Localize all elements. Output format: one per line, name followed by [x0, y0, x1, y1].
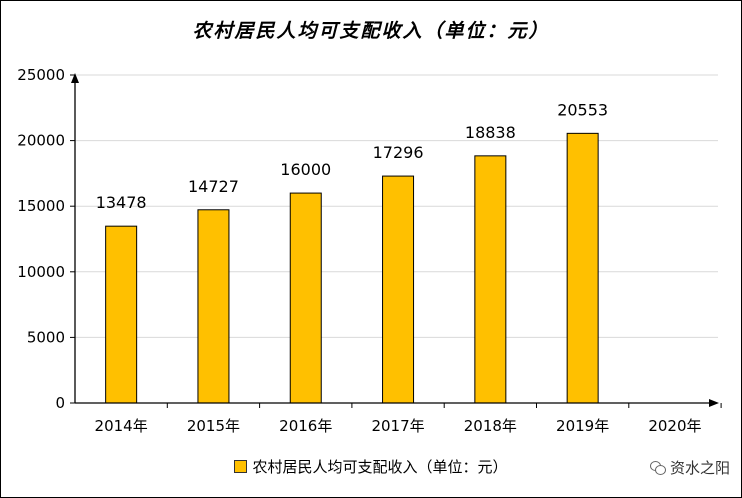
y-tick-label: 15000	[17, 197, 65, 215]
legend-label: 农村居民人均可支配收入（单位：元）	[252, 458, 508, 476]
x-tick-label: 2020年	[648, 417, 701, 435]
data-label: 17296	[373, 143, 424, 162]
data-label: 18838	[465, 123, 516, 142]
watermark-text: 资水之阳	[669, 459, 730, 477]
y-tick-label: 25000	[17, 66, 65, 84]
y-tick-label: 20000	[17, 132, 65, 150]
x-tick-label: 2016年	[279, 417, 332, 435]
x-tick-label: 2014年	[95, 417, 148, 435]
bar	[474, 155, 507, 404]
x-tick-label: 2017年	[371, 417, 424, 435]
data-label: 20553	[557, 100, 608, 119]
bar	[289, 192, 322, 404]
y-tick-label: 0	[55, 394, 65, 412]
x-axis-arrow	[709, 399, 719, 407]
data-label: 13478	[96, 193, 147, 212]
bar	[382, 175, 415, 404]
data-label: 14727	[188, 177, 239, 196]
data-label: 16000	[280, 160, 331, 179]
legend: 农村居民人均可支配收入（单位：元）	[0, 456, 742, 477]
bar	[566, 132, 599, 404]
x-tick-label: 2015年	[187, 417, 240, 435]
bar	[105, 225, 138, 404]
x-tick-label: 2019年	[556, 417, 609, 435]
x-tick-label: 2018年	[464, 417, 517, 435]
y-tick-label: 5000	[27, 328, 65, 346]
y-axis-arrow	[71, 73, 79, 83]
legend-swatch	[234, 460, 248, 473]
chart-title: 农村居民人均可支配收入（单位：元）	[192, 20, 550, 42]
bar	[197, 209, 230, 404]
watermark: 资水之阳	[649, 457, 730, 478]
wechat-icon	[649, 461, 666, 475]
y-tick-label: 10000	[17, 263, 65, 281]
